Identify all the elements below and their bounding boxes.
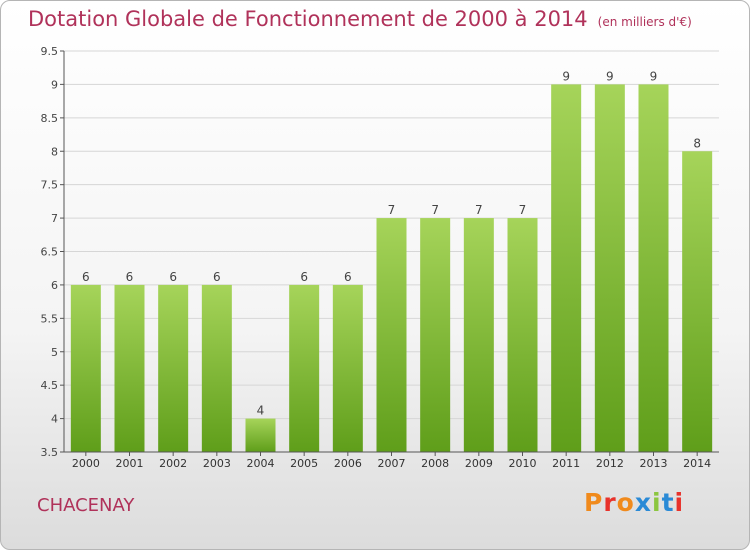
y-tick-label: 4 bbox=[51, 413, 58, 426]
bar-value-label: 6 bbox=[169, 270, 177, 284]
y-tick-label: 6 bbox=[51, 279, 58, 292]
bar-value-label: 9 bbox=[650, 69, 658, 83]
x-tick-label: 2004 bbox=[247, 457, 275, 470]
logo-letter: x bbox=[634, 488, 652, 517]
bar bbox=[332, 284, 363, 452]
bar bbox=[114, 284, 145, 452]
x-tick-label: 2006 bbox=[334, 457, 362, 470]
bar bbox=[638, 84, 669, 453]
bar-value-label: 9 bbox=[562, 69, 570, 83]
x-tick-label: 2010 bbox=[509, 457, 537, 470]
bar-value-label: 7 bbox=[519, 203, 527, 217]
x-tick-label: 2002 bbox=[159, 457, 187, 470]
x-tick-label: 2003 bbox=[203, 457, 231, 470]
y-tick-label: 8.5 bbox=[41, 112, 59, 125]
x-tick-label: 2000 bbox=[72, 457, 100, 470]
bar-value-label: 7 bbox=[388, 203, 396, 217]
bar-value-label: 6 bbox=[126, 270, 134, 284]
y-tick-label: 4.5 bbox=[41, 379, 59, 392]
chart-title-text: Dotation Globale de Fonctionnement de 20… bbox=[28, 7, 588, 31]
y-tick-label: 7 bbox=[51, 212, 58, 225]
bar bbox=[507, 218, 538, 452]
logo-letter: t bbox=[661, 488, 675, 517]
x-tick-label: 2011 bbox=[552, 457, 580, 470]
bar bbox=[682, 151, 713, 452]
bar bbox=[551, 84, 582, 453]
bar bbox=[594, 84, 625, 453]
x-tick-label: 2001 bbox=[116, 457, 144, 470]
x-tick-label: 2008 bbox=[421, 457, 449, 470]
x-tick-label: 2009 bbox=[465, 457, 493, 470]
bar-value-label: 6 bbox=[300, 270, 308, 284]
chart-subtitle: (en milliers d'€) bbox=[597, 15, 692, 29]
logo-letter: i bbox=[652, 488, 662, 517]
y-tick-label: 8 bbox=[51, 145, 58, 158]
bar bbox=[289, 284, 320, 452]
logo-letter: i bbox=[674, 488, 685, 517]
bar bbox=[201, 284, 232, 452]
logo-letter: o bbox=[616, 488, 635, 517]
y-tick-label: 3.5 bbox=[41, 446, 59, 459]
bar-value-label: 7 bbox=[431, 203, 439, 217]
y-tick-label: 7.5 bbox=[41, 179, 59, 192]
bar-value-label: 6 bbox=[213, 270, 221, 284]
x-tick-label: 2012 bbox=[596, 457, 624, 470]
y-tick-label: 9 bbox=[51, 78, 58, 91]
bar bbox=[420, 218, 451, 452]
y-tick-label: 5 bbox=[51, 346, 58, 359]
bar-value-label: 7 bbox=[475, 203, 483, 217]
logo-letter: r bbox=[603, 488, 617, 517]
bar bbox=[245, 418, 276, 452]
chart-title: Dotation Globale de Fonctionnement de 20… bbox=[28, 7, 692, 31]
bar-chart: 6 6 6 6 4 6 6 7 7 7 7 9 9 9 8 3.5 4 4.5 5 5.5 6 6.5 7 7.5 8 8.5 9… bbox=[41, 45, 719, 470]
bar-value-label: 6 bbox=[82, 270, 90, 284]
bar bbox=[70, 284, 101, 452]
commune-name: CHACENAY bbox=[37, 495, 135, 516]
bar bbox=[376, 218, 407, 452]
x-tick-label: 2007 bbox=[378, 457, 406, 470]
x-tick-label: 2005 bbox=[290, 457, 318, 470]
y-tick-label: 5.5 bbox=[41, 312, 59, 325]
bar bbox=[463, 218, 494, 452]
proxiti-logo: Proxiti bbox=[584, 488, 684, 517]
x-tick-label: 2013 bbox=[640, 457, 668, 470]
logo-letter: P bbox=[584, 488, 604, 517]
bar-value-label: 6 bbox=[344, 270, 352, 284]
bar bbox=[158, 284, 189, 452]
bar-value-label: 8 bbox=[693, 136, 701, 150]
y-tick-label: 6.5 bbox=[41, 246, 59, 259]
x-tick-label: 2014 bbox=[683, 457, 711, 470]
bar-value-label: 9 bbox=[606, 69, 614, 83]
y-tick-label: 9.5 bbox=[41, 45, 59, 58]
bar-value-label: 4 bbox=[257, 404, 265, 418]
